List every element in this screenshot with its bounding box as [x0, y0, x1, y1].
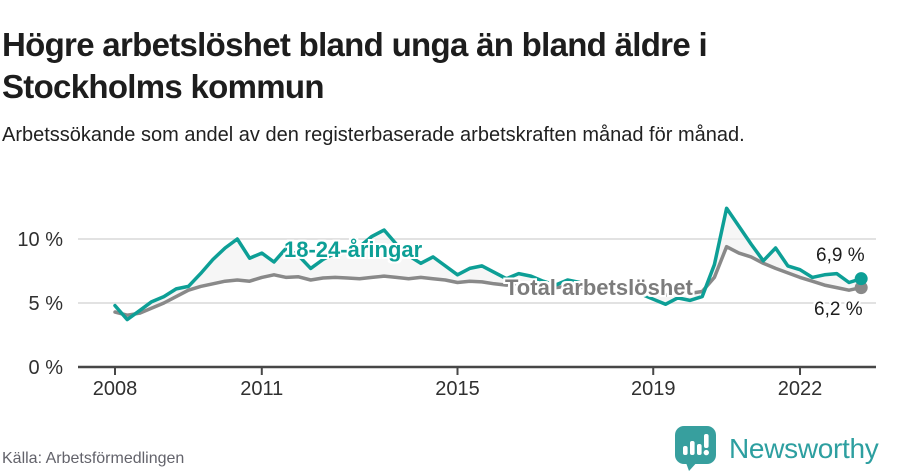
series-gap-band: [115, 208, 862, 320]
source-note: Källa: Arbetsförmedlingen: [2, 450, 185, 467]
newsworthy-speech-bubble-barchart-icon: [675, 426, 716, 471]
series-label-18-24: 18-24-åringar: [284, 237, 423, 262]
end-value-label-total: 6,2 %: [814, 299, 863, 320]
newsworthy-logo[interactable]: Newsworthy: [672, 425, 879, 472]
x-tick-label: 2008: [93, 378, 138, 400]
x-tick-label: 2022: [778, 378, 823, 400]
page-title: Högre arbetslöshet bland unga än bland ä…: [2, 26, 708, 106]
series-end-dot-total-arbetsl-shet: [854, 281, 868, 295]
page-subtitle: Arbetssökande som andel av den registerb…: [2, 124, 745, 146]
series-line-total-arbetsl-shet: [113, 244, 863, 317]
x-tick-label: 2011: [240, 378, 283, 400]
x-tick-label: 2015: [435, 378, 480, 400]
series-end-dot-18-24-ringar: [854, 272, 868, 286]
series-line-18-24-ringar: [113, 206, 863, 322]
x-tick-label: 2019: [631, 378, 676, 400]
unemployment-line-chart: 2008 2011 2015 2019 2022 0 % 5 % 10 %: [17, 206, 876, 400]
end-value-label-18-24: 6,9 %: [816, 245, 865, 266]
newsworthy-wordmark: Newsworthy: [729, 432, 879, 464]
y-tick-label: 5 %: [29, 293, 64, 315]
y-tick-label: 0 %: [29, 357, 64, 379]
y-tick-label: 10 %: [17, 229, 63, 251]
series-label-total: Total arbetslöshet: [505, 275, 693, 300]
